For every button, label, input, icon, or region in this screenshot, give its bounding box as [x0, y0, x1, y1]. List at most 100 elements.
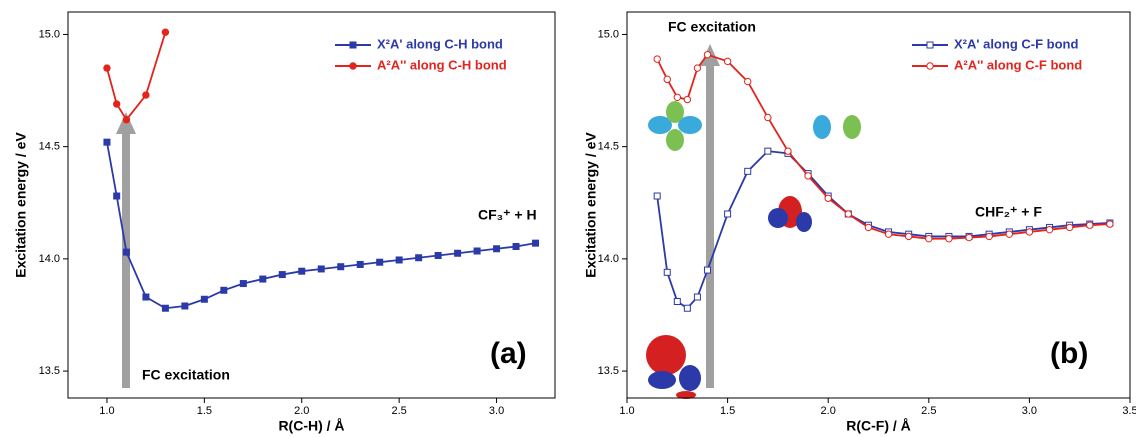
data-point: [673, 298, 681, 305]
data-point: [512, 243, 520, 251]
data-point: [434, 251, 442, 259]
data-point: [337, 263, 345, 271]
x-tick-label: 3.0: [1022, 405, 1037, 417]
x-tick-label: 2.5: [921, 405, 936, 417]
data-point: [844, 210, 853, 218]
plot-frame: [626, 11, 1131, 399]
annotation: FC excitation: [142, 367, 230, 383]
data-point: [239, 280, 247, 288]
data-point: [1025, 228, 1034, 236]
x-tick-label: 1.0: [619, 405, 634, 417]
data-point: [181, 302, 189, 310]
data-point: [784, 147, 792, 155]
data-point: [723, 57, 732, 66]
data-point: [161, 304, 169, 312]
x-tick-label: 3.0: [489, 405, 504, 417]
data-point: [663, 75, 671, 84]
data-point: [317, 265, 325, 273]
data-point: [493, 245, 501, 253]
x-tick-label: 2.0: [294, 405, 309, 417]
data-point: [693, 64, 702, 72]
fc-arrow: [122, 132, 130, 388]
data-point: [884, 230, 893, 238]
data-point: [532, 239, 540, 247]
data-point: [356, 260, 364, 268]
data-point: [103, 64, 111, 72]
data-point: [1086, 221, 1094, 229]
y-tick-label: 14.5: [598, 141, 619, 153]
data-point: [673, 93, 681, 101]
data-point: [653, 55, 661, 63]
fc-arrow: [706, 64, 714, 388]
x-tick-label: 1.5: [720, 405, 735, 417]
panel-label: (b): [1050, 337, 1088, 370]
data-point: [473, 247, 481, 255]
data-point: [200, 295, 208, 303]
data-point: [965, 233, 973, 242]
plot-frame: [67, 11, 556, 399]
x-tick-label: 1.0: [99, 405, 114, 417]
series: [103, 28, 170, 124]
legend-label: X²A' along C-F bond: [954, 36, 1078, 51]
legend-label: X²A' along C-H bond: [377, 36, 503, 51]
x-tick-label: 1.5: [197, 405, 212, 417]
y-tick-label: 14.0: [598, 253, 619, 265]
data-point: [663, 268, 671, 276]
data-point: [764, 147, 772, 155]
data-point: [683, 95, 692, 104]
data-point: [142, 293, 150, 301]
series: [653, 50, 1114, 243]
legend-label: A²A'' along C-F bond: [954, 57, 1082, 72]
data-point: [298, 267, 306, 275]
data-point: [864, 223, 873, 232]
x-axis-title: R(C-H) / Å: [278, 418, 344, 434]
annotation: CF₃⁺ + H: [478, 207, 537, 223]
y-tick-label: 14.5: [39, 141, 60, 153]
data-point: [1106, 220, 1114, 228]
data-point: [113, 100, 121, 108]
data-point: [415, 254, 423, 262]
y-tick-label: 14.0: [39, 253, 60, 265]
data-point: [122, 248, 130, 256]
data-point: [904, 232, 913, 241]
annotation: CHF₂⁺ + F: [975, 204, 1042, 220]
y-tick-label: 15.0: [598, 28, 619, 40]
data-point: [683, 304, 691, 312]
data-point: [925, 234, 933, 243]
data-point: [703, 266, 711, 274]
data-point: [1045, 225, 1054, 234]
legend-label: A²A'' along C-H bond: [377, 57, 507, 72]
x-tick-label: 2.5: [392, 405, 407, 417]
data-point: [259, 275, 267, 283]
data-point: [724, 210, 732, 218]
data-point: [278, 271, 286, 279]
data-point: [395, 256, 403, 264]
data-point: [693, 293, 701, 301]
y-tick-label: 15.0: [39, 28, 60, 40]
data-point: [142, 91, 150, 99]
data-point: [744, 77, 752, 86]
legend-marker: [349, 41, 357, 49]
data-point: [454, 249, 462, 257]
data-point: [744, 167, 752, 175]
data-point: [703, 50, 712, 59]
data-point: [824, 194, 832, 202]
orbital-images: [646, 101, 861, 399]
data-point: [804, 172, 812, 180]
data-point: [945, 234, 953, 243]
panel-label: (a): [490, 337, 527, 370]
data-point: [764, 113, 772, 122]
series-line: [106, 142, 536, 310]
y-axis-title: Excitation energy / eV: [13, 132, 29, 278]
y-tick-label: 13.5: [39, 365, 60, 377]
data-point: [1005, 230, 1013, 238]
x-tick-label: 2.0: [821, 405, 836, 417]
series: [103, 138, 540, 312]
annotation: FC excitation: [668, 19, 756, 35]
x-axis-title: R(C-F) / Å: [846, 418, 911, 434]
legend-marker: [926, 41, 934, 49]
data-point: [985, 232, 993, 241]
legend-marker: [349, 62, 357, 70]
data-point: [653, 192, 661, 200]
